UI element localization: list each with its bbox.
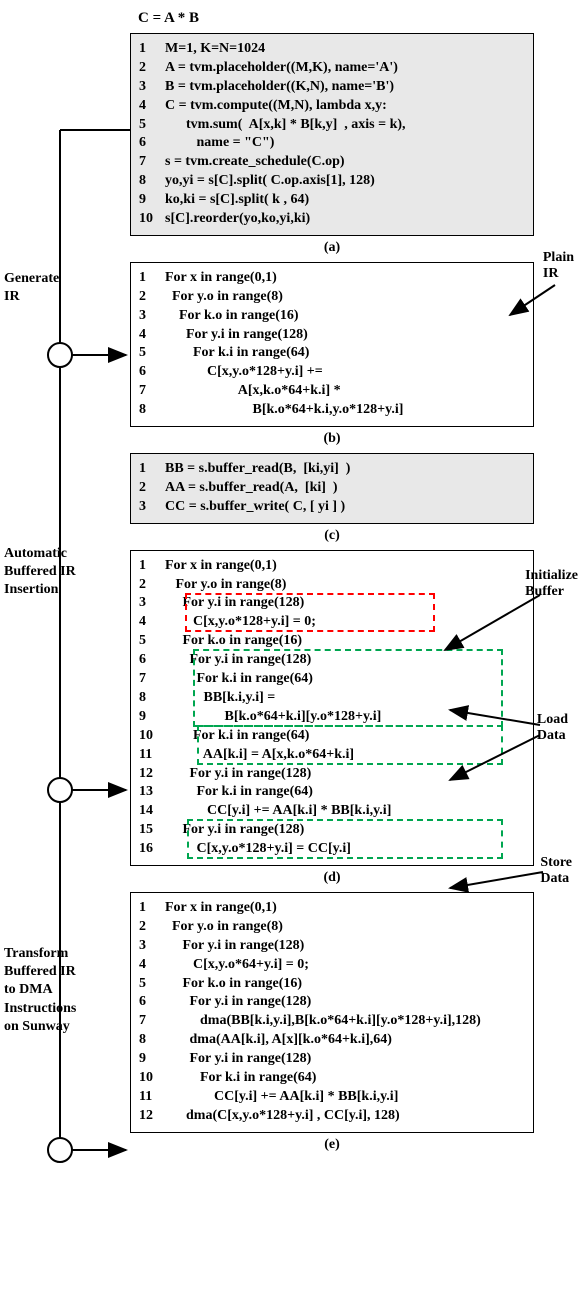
- code-line: 10 For k.i in range(64): [139, 1069, 525, 1088]
- code-line: 1For x in range(0,1): [139, 269, 525, 288]
- code-line: 9 For y.i in range(128): [139, 1050, 525, 1069]
- code-line: 10 For k.i in range(64): [139, 727, 525, 746]
- panel-a: 1M=1, K=N=10242A = tvm.placeholder((M,K)…: [130, 33, 534, 236]
- panel-d-label: (d): [130, 870, 534, 886]
- code-line: 5 tvm.sum( A[x,k] * B[k,y] , axis = k),: [139, 116, 525, 135]
- code-line: 7 dma(BB[k.i,y.i],B[k.o*64+k.i][y.o*128+…: [139, 1012, 525, 1031]
- code-line: 3 For y.i in range(128): [139, 594, 525, 613]
- panel-e: 1For x in range(0,1)2 For y.o in range(8…: [130, 892, 534, 1133]
- code-line: 9 B[k.o*64+k.i][y.o*128+y.i]: [139, 708, 525, 727]
- code-line: 7s = tvm.create_schedule(C.op): [139, 153, 525, 172]
- panel-c: 1BB = s.buffer_read(B, [ki,yi] )2AA = s.…: [130, 453, 534, 524]
- panel-c-label: (c): [130, 528, 534, 544]
- code-line: 2 For y.o in range(8): [139, 918, 525, 937]
- code-line: 15 For y.i in range(128): [139, 821, 525, 840]
- code-line: 5 For k.o in range(16): [139, 632, 525, 651]
- code-line: 5 For k.o in range(16): [139, 975, 525, 994]
- code-line: 11 AA[k.i] = A[x,k.o*64+k.i]: [139, 746, 525, 765]
- code-line: 6 For y.i in range(128): [139, 651, 525, 670]
- panel-b-label: (b): [130, 431, 534, 447]
- code-line: 12 For y.i in range(128): [139, 765, 525, 784]
- code-line: 1M=1, K=N=1024: [139, 40, 525, 59]
- code-line: 2 For y.o in range(8): [139, 576, 525, 595]
- diagram-title: C = A * B: [138, 10, 574, 27]
- code-line: 1BB = s.buffer_read(B, [ki,yi] ): [139, 460, 525, 479]
- panel-d: 1For x in range(0,1)2 For y.o in range(8…: [130, 550, 534, 866]
- code-line: 16 C[x,y.o*128+y.i] = CC[y.i]: [139, 840, 525, 859]
- code-line: 11 CC[y.i] += AA[k.i] * BB[k.i,y.i]: [139, 1088, 525, 1107]
- side-label-store-data: Store Data: [540, 855, 572, 887]
- code-line: 4 C[x,y.o*128+y.i] = 0;: [139, 613, 525, 632]
- code-line: 7 A[x,k.o*64+k.i] *: [139, 382, 525, 401]
- code-line: 5 For k.i in range(64): [139, 344, 525, 363]
- code-line: 10s[C].reorder(yo,ko,yi,ki): [139, 210, 525, 229]
- panel-b: 1For x in range(0,1)2 For y.o in range(8…: [130, 262, 534, 427]
- diagram-container: C = A * B 1M=1, K=N=10242A = tvm.placeho…: [0, 10, 574, 1153]
- code-line: 2 For y.o in range(8): [139, 288, 525, 307]
- code-line: 1For x in range(0,1): [139, 557, 525, 576]
- code-line: 3 For y.i in range(128): [139, 937, 525, 956]
- code-line: 1For x in range(0,1): [139, 899, 525, 918]
- flow-label-transform: Transform Buffered IR to DMA Instruction…: [4, 945, 109, 1036]
- side-label-init-buffer: Initialize Buffer: [525, 568, 578, 600]
- code-line: 14 CC[y.i] += AA[k.i] * BB[k.i,y.i]: [139, 802, 525, 821]
- flow-label-generate-ir: Generate IR: [4, 270, 109, 306]
- code-line: 4 C[x,y.o*64+y.i] = 0;: [139, 956, 525, 975]
- code-line: 6 C[x,y.o*128+y.i] +=: [139, 363, 525, 382]
- panel-e-label: (e): [130, 1137, 534, 1153]
- code-line: 13 For k.i in range(64): [139, 783, 525, 802]
- code-line: 8 BB[k.i,y.i] =: [139, 689, 525, 708]
- code-line: 2A = tvm.placeholder((M,K), name='A'): [139, 59, 525, 78]
- code-line: 3 For k.o in range(16): [139, 307, 525, 326]
- side-label-plain-ir: Plain IR: [543, 250, 574, 282]
- side-label-load-data: Load Data: [537, 712, 568, 744]
- code-line: 6 name = "C"): [139, 134, 525, 153]
- code-line: 3B = tvm.placeholder((K,N), name='B'): [139, 78, 525, 97]
- code-line: 9ko,ki = s[C].split( k , 64): [139, 191, 525, 210]
- code-line: 8yo,yi = s[C].split( C.op.axis[1], 128): [139, 172, 525, 191]
- code-line: 6 For y.i in range(128): [139, 993, 525, 1012]
- code-line: 2AA = s.buffer_read(A, [ki] ): [139, 479, 525, 498]
- code-line: 12 dma(C[x,y.o*128+y.i] , CC[y.i], 128): [139, 1107, 525, 1126]
- code-line: 3CC = s.buffer_write( C, [ yi ] ): [139, 498, 525, 517]
- panel-a-label: (a): [130, 240, 534, 256]
- code-line: 8 dma(AA[k.i], A[x][k.o*64+k.i],64): [139, 1031, 525, 1050]
- code-line: 8 B[k.o*64+k.i,y.o*128+y.i]: [139, 401, 525, 420]
- code-line: 4C = tvm.compute((M,N), lambda x,y:: [139, 97, 525, 116]
- code-line: 7 For k.i in range(64): [139, 670, 525, 689]
- flow-label-buffered: Automatic Buffered IR Insertion: [4, 545, 109, 600]
- code-line: 4 For y.i in range(128): [139, 326, 525, 345]
